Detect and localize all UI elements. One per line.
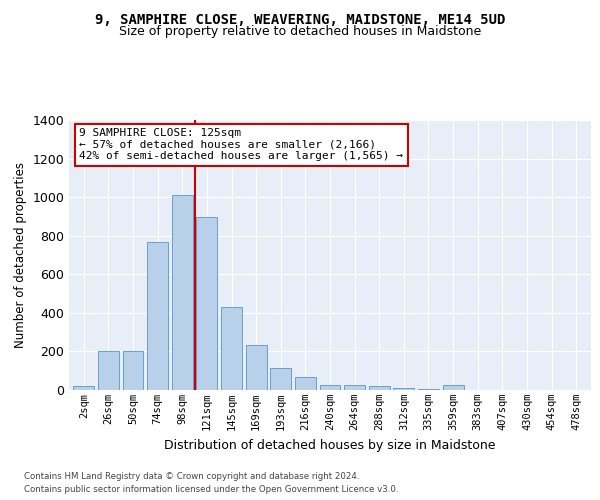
Bar <box>394 388 415 390</box>
Text: Contains HM Land Registry data © Crown copyright and database right 2024.: Contains HM Land Registry data © Crown c… <box>24 472 359 481</box>
Bar <box>245 344 266 390</box>
Bar <box>443 385 464 390</box>
Bar <box>147 242 168 390</box>
Bar <box>295 376 316 390</box>
Y-axis label: Number of detached properties: Number of detached properties <box>14 162 27 348</box>
Bar <box>344 385 365 390</box>
Text: 9 SAMPHIRE CLOSE: 125sqm
← 57% of detached houses are smaller (2,166)
42% of sem: 9 SAMPHIRE CLOSE: 125sqm ← 57% of detach… <box>79 128 403 162</box>
Bar <box>418 389 439 390</box>
Text: Contains public sector information licensed under the Open Government Licence v3: Contains public sector information licen… <box>24 485 398 494</box>
X-axis label: Distribution of detached houses by size in Maidstone: Distribution of detached houses by size … <box>164 438 496 452</box>
Bar <box>172 195 193 390</box>
Text: Size of property relative to detached houses in Maidstone: Size of property relative to detached ho… <box>119 25 481 38</box>
Bar <box>73 386 94 390</box>
Text: 9, SAMPHIRE CLOSE, WEAVERING, MAIDSTONE, ME14 5UD: 9, SAMPHIRE CLOSE, WEAVERING, MAIDSTONE,… <box>95 12 505 26</box>
Bar <box>196 218 217 390</box>
Bar <box>320 385 340 390</box>
Bar <box>98 352 119 390</box>
Bar <box>221 307 242 390</box>
Bar <box>270 368 291 390</box>
Bar <box>369 386 390 390</box>
Bar <box>122 352 143 390</box>
